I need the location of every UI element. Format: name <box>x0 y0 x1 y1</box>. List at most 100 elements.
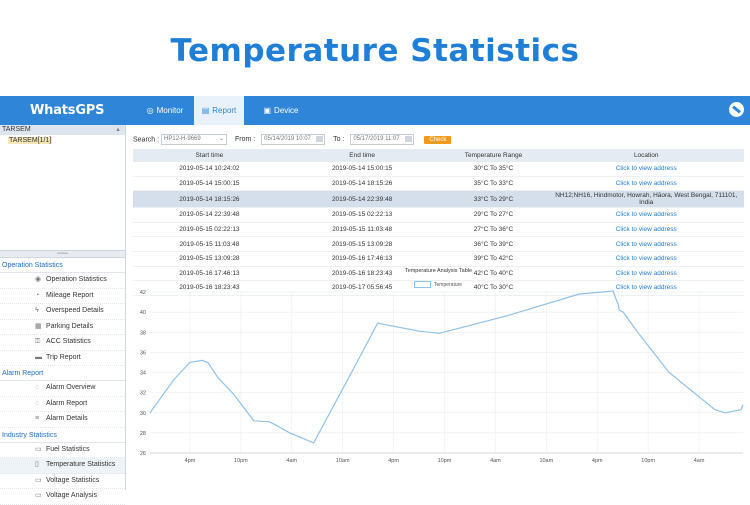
collapse-icon[interactable]: ▲ <box>115 127 121 133</box>
menu-item-voltage-statistics[interactable]: ▭ Voltage Statistics <box>0 474 125 489</box>
end-time-cell: 2019-05-15 13:09:28 <box>285 236 439 252</box>
x-tick-label: 10am <box>539 458 553 464</box>
location-cell[interactable]: Click to view address <box>548 266 744 282</box>
menu-item-label: Mileage Report <box>46 291 94 299</box>
location-cell[interactable]: Click to view address <box>548 207 744 223</box>
menu-item-alarm-report[interactable]: ◌ Alarm Report <box>0 397 125 412</box>
x-tick-label: 4am <box>490 458 501 464</box>
list-icon: ≡ <box>35 415 40 422</box>
menu-item-label: Voltage Statistics <box>46 476 100 484</box>
legend-swatch <box>414 281 431 288</box>
col-start-time[interactable]: Start time <box>133 149 286 162</box>
top-navbar: WhatsGPS ◎ Monitor ▤ Report ▣ Device <box>0 96 750 125</box>
calendar-icon[interactable] <box>405 136 413 142</box>
menu-item-acc-statistics[interactable]: ⚿ ACC Statistics <box>0 335 125 351</box>
report-menu: Operation Statistics ◉ Operation Statisti… <box>0 260 125 505</box>
menu-item-voltage-analysis[interactable]: ▭ Voltage Analysis <box>0 489 125 505</box>
x-tick-label: 4pm <box>185 458 196 464</box>
filter-bar: Search : HP12-H-9669 ⌄ From : 05/14/2019 … <box>133 134 452 145</box>
car-icon: ▬ <box>35 353 42 361</box>
menu-item-trip-report[interactable]: ▬ Trip Report <box>0 351 125 366</box>
location-cell[interactable]: Click to view address <box>548 176 744 192</box>
location-cell[interactable]: Click to view address <box>548 222 744 238</box>
temperature-range-cell: 42°C To 40°C <box>438 266 549 282</box>
gauge-icon: ◉ <box>35 276 42 283</box>
menu-item-fuel-statistics[interactable]: ▭ Fuel Statistics <box>0 443 125 458</box>
bolt-icon: ϟ <box>35 307 39 314</box>
start-time-cell: 2019-05-16 17:46:13 <box>133 266 286 282</box>
tab-monitor-label: Monitor <box>156 106 184 115</box>
check-button[interactable]: Check <box>424 135 452 144</box>
end-time-cell: 2019-05-14 15:00:15 <box>285 162 439 177</box>
location-icon: ◎ <box>146 106 154 115</box>
col-location[interactable]: Location <box>548 149 744 162</box>
menu-item-overspeed-details[interactable]: ϟ Overspeed Details <box>0 304 125 320</box>
menu-group-industry[interactable]: Industry Statistics <box>0 430 125 443</box>
parking-icon: ▦ <box>35 322 42 330</box>
x-tick-label: 4am <box>694 458 705 464</box>
col-temperature-range[interactable]: Temperature Range <box>438 149 549 162</box>
thermometer-icon: ▯ <box>35 461 39 468</box>
location-cell[interactable]: Click to view address <box>548 162 744 177</box>
table-row[interactable]: 2019-05-15 13:09:28 2019-05-16 17:46:13 39… <box>133 251 744 267</box>
menu-item-parking-details[interactable]: ▦ Parking Details <box>0 320 125 335</box>
y-tick-label: 26 <box>140 451 146 457</box>
location-cell[interactable]: Click to view address <box>548 236 744 252</box>
tab-report[interactable]: ▤ Report <box>194 96 244 125</box>
table-row[interactable]: 2019-05-15 11:03:48 2019-05-15 13:09:28 36… <box>133 236 744 252</box>
y-tick-label: 42 <box>140 290 146 296</box>
legend-label: Temperature <box>434 281 463 288</box>
device-tree-node[interactable]: TARSEM[1/1] <box>8 137 53 144</box>
col-end-time[interactable]: End time <box>285 149 439 162</box>
table-row[interactable]: 2019-05-14 15:00:15 2019-05-14 18:15:26 35… <box>133 176 744 192</box>
start-time-cell: 2019-05-15 02:22:13 <box>133 222 286 238</box>
y-tick-label: 38 <box>140 330 146 336</box>
calendar-icon[interactable] <box>316 136 324 142</box>
menu-item-temperature-statistics[interactable]: ▯ Temperature Statistics <box>0 458 125 474</box>
menu-item-alarm-details[interactable]: ≡ Alarm Details <box>0 412 125 428</box>
temperature-range-cell: 36°C To 39°C <box>438 236 549 252</box>
menu-group-operation[interactable]: Operation Statistics <box>0 260 125 273</box>
y-tick-label: 28 <box>140 431 146 437</box>
from-date-input[interactable]: 05/14/2019 10:07 <box>261 134 326 145</box>
to-date-input[interactable]: 05/17/2019 11:07 <box>350 134 415 145</box>
menu-item-alarm-overview[interactable]: ◌ Alarm Overview <box>0 381 125 397</box>
fuel-icon: ▭ <box>35 445 42 453</box>
start-time-cell: 2019-05-14 10:24:02 <box>133 162 286 177</box>
location-cell[interactable]: Click to view address <box>548 251 744 267</box>
end-time-cell: 2019-05-16 17:46:13 <box>285 251 439 267</box>
tab-monitor[interactable]: ◎ Monitor <box>136 96 194 125</box>
x-tick-label: 4am <box>286 458 297 464</box>
menu-item-label: Operation Statistics <box>46 276 107 283</box>
menu-group-alarm[interactable]: Alarm Report <box>0 368 125 381</box>
menu-item-label: Alarm Details <box>46 415 88 422</box>
table-row[interactable]: 2019-05-16 17:46:13 2019-05-16 18:23:43 42… <box>133 266 744 282</box>
table-row[interactable]: 2019-05-15 02:22:13 2019-05-15 11:03:48 27… <box>133 222 744 238</box>
device-tree-header-label: TARSEM <box>2 126 31 133</box>
x-tick-label: 4pm <box>388 458 399 464</box>
location-cell: NH12;NH16, Hindmotor, Howrah, Hāora, Wes… <box>548 190 744 209</box>
start-time-cell: 2019-05-14 15:00:15 <box>133 176 286 192</box>
analysis-icon: ▭ <box>35 492 42 499</box>
report-icon: ▤ <box>201 106 210 115</box>
bell-icon: ◌ <box>35 384 40 391</box>
menu-item-mileage-report[interactable]: ◔ Mileage Report <box>0 289 125 304</box>
device-select[interactable]: HP12-H-9669 ⌄ <box>161 134 228 145</box>
menu-item-operation-statistics[interactable]: ◉ Operation Statistics <box>0 273 125 289</box>
temperature-table: Start time End time Temperature Range Lo… <box>133 149 744 296</box>
y-tick-label: 40 <box>140 310 146 316</box>
chevron-down-icon: ⌄ <box>219 136 225 142</box>
table-row[interactable]: 2019-05-14 10:24:02 2019-05-14 15:00:15 30… <box>133 162 744 177</box>
splitter-handle[interactable]: ═══ <box>0 251 125 258</box>
chart-legend[interactable]: Temperature <box>414 281 462 288</box>
table-row[interactable]: 2019-05-14 22:39:48 2019-05-15 02:22:13 29… <box>133 207 744 223</box>
tab-device[interactable]: ▣ Device <box>256 96 306 125</box>
key-icon: ⚿ <box>35 338 41 345</box>
temperature-range-cell: 39°C To 42°C <box>438 251 549 267</box>
table-row[interactable]: 2019-05-14 18:15:26 2019-05-14 22:39:48 33… <box>133 190 744 209</box>
sidebar: TARSEM ▲ TARSEM[1/1] ═══ Operation Stati… <box>0 125 126 505</box>
voltage-icon: ▭ <box>35 476 42 484</box>
menu-item-label: Alarm Overview <box>46 384 96 391</box>
settings-logo-icon[interactable] <box>729 102 744 117</box>
brand-logo[interactable]: WhatsGPS <box>30 103 105 118</box>
